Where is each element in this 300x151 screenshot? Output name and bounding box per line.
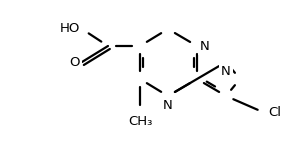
Text: N: N <box>200 40 210 53</box>
Text: HO: HO <box>60 22 80 35</box>
Text: Cl: Cl <box>268 106 281 119</box>
Text: CH₃: CH₃ <box>128 115 152 128</box>
Text: N: N <box>163 99 173 112</box>
Text: O: O <box>70 56 80 69</box>
Text: N: N <box>221 65 231 78</box>
